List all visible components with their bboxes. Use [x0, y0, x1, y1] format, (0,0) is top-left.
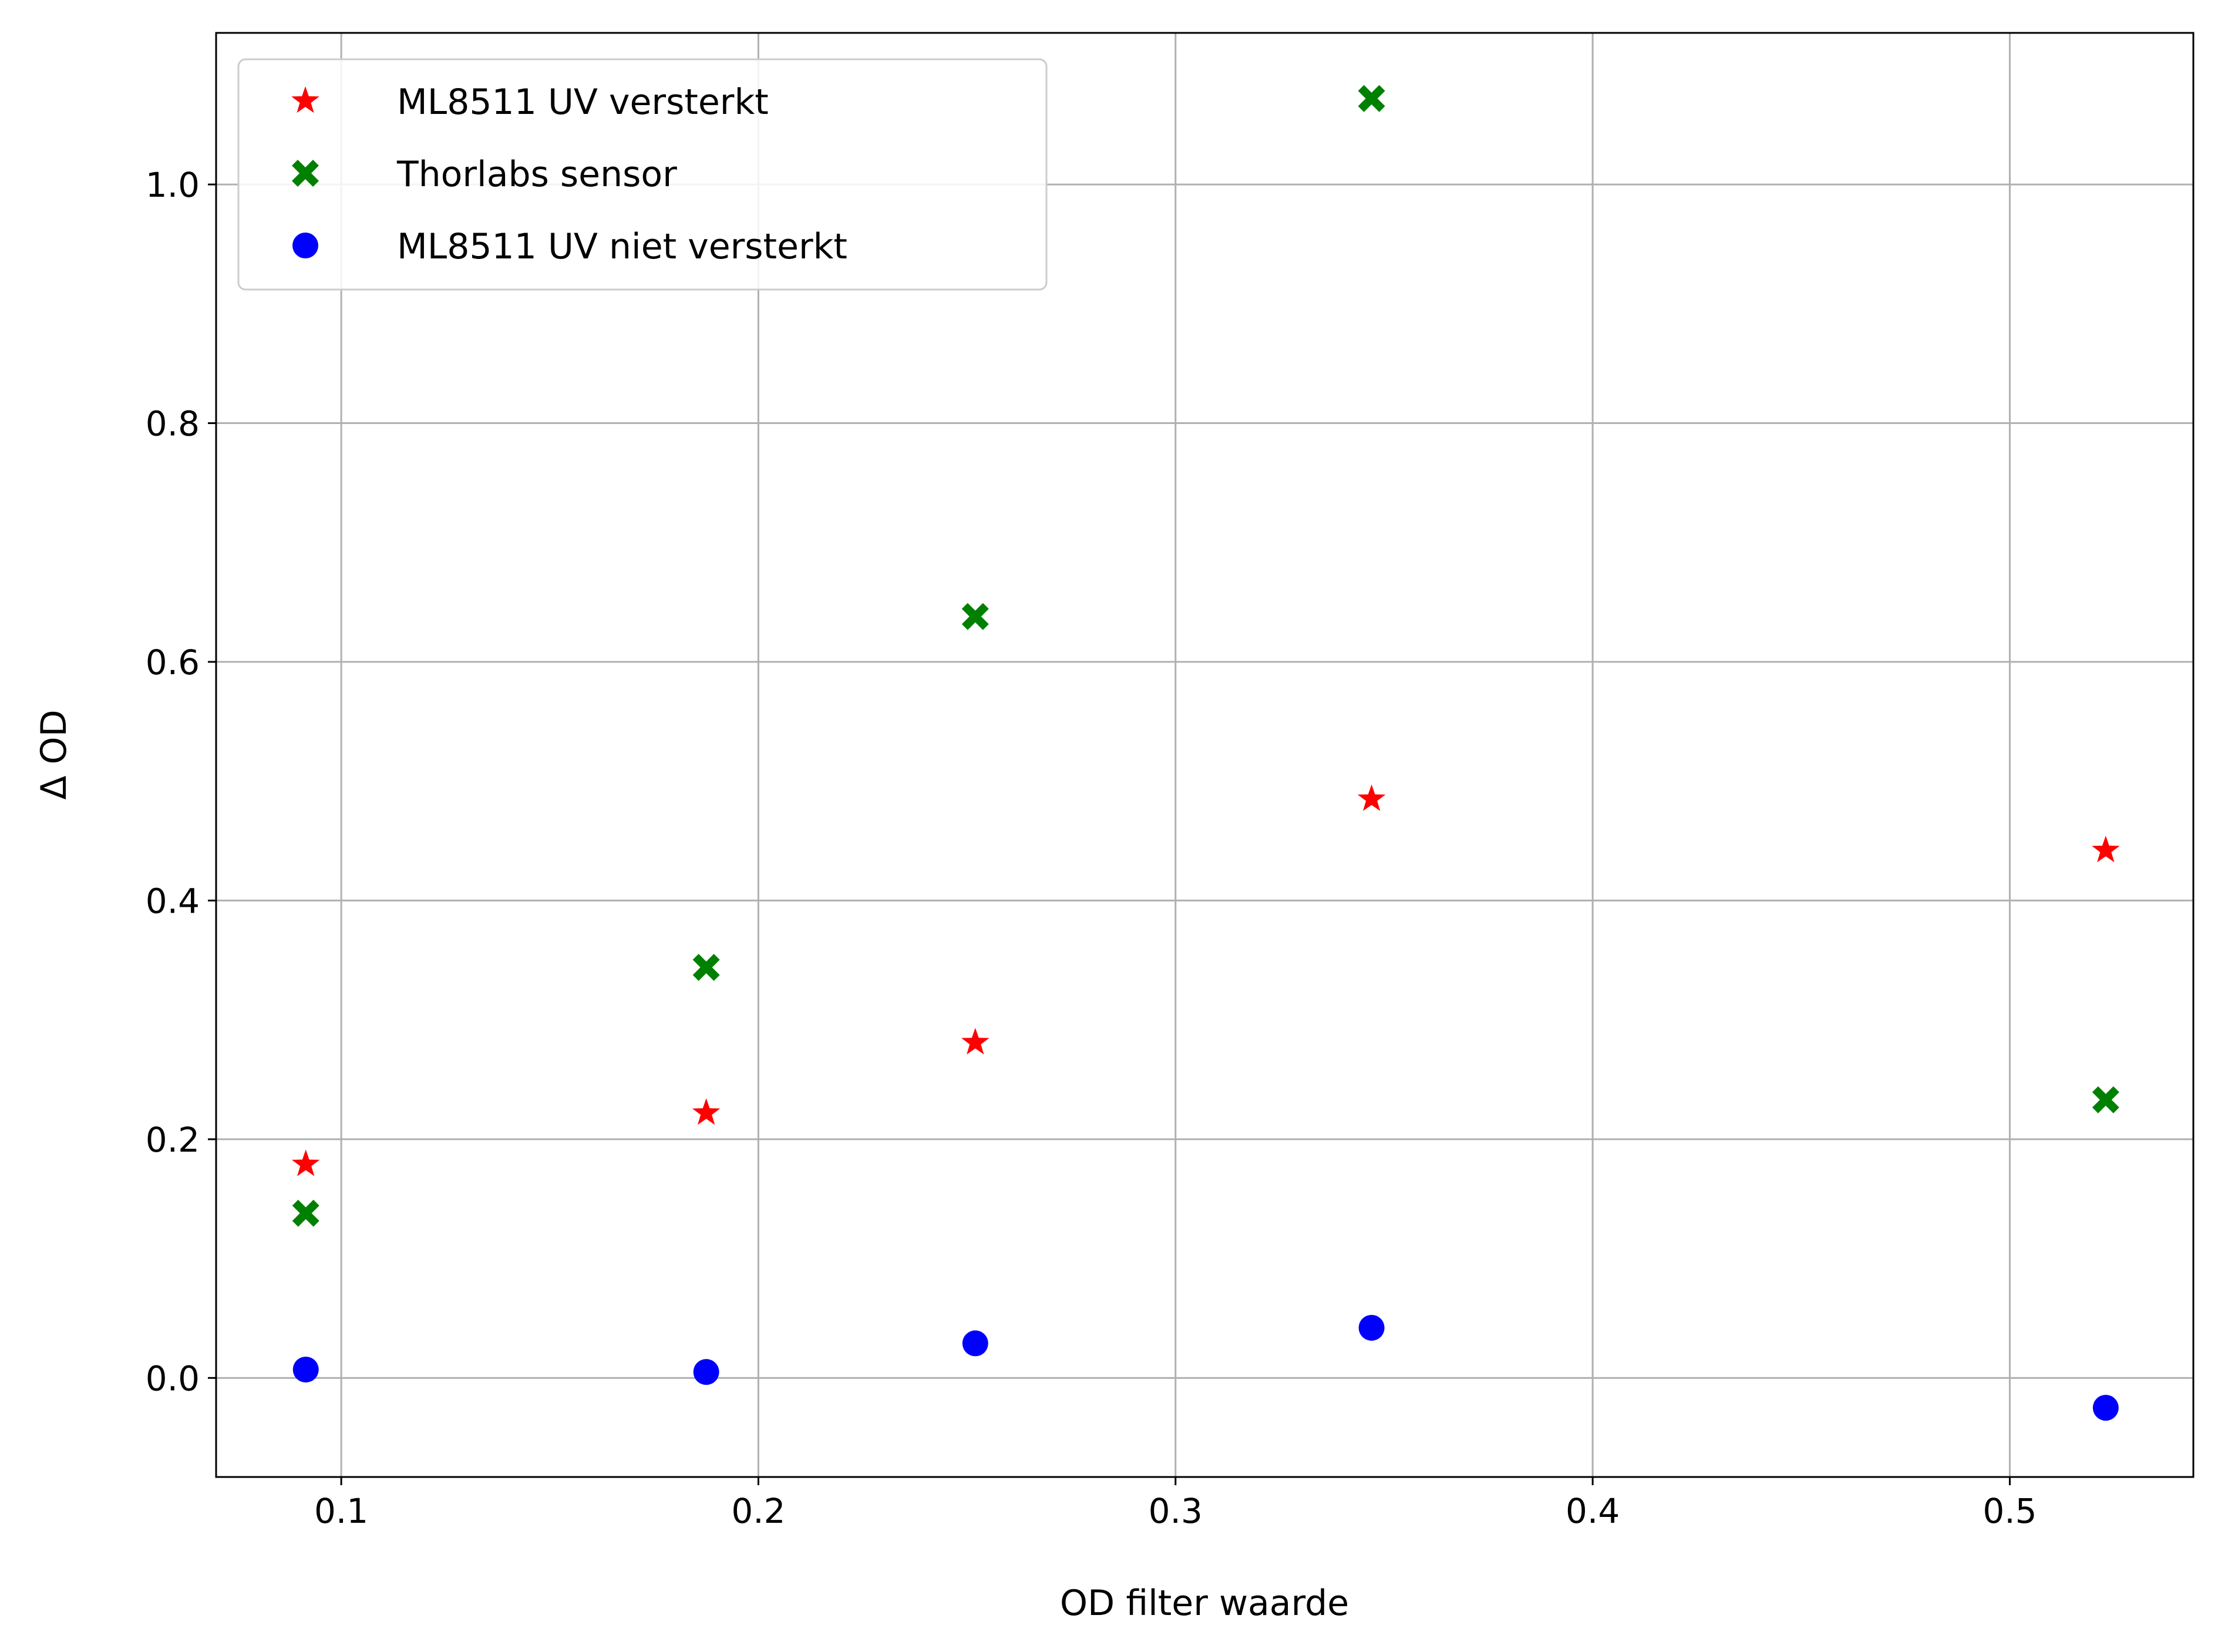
legend-label: ML8511 UV niet versterkt — [397, 226, 847, 267]
legend-marker — [291, 86, 319, 113]
x-tick-label: 0.1 — [314, 1491, 368, 1531]
data-point — [292, 1357, 319, 1383]
x-tick-label: 0.3 — [1149, 1491, 1203, 1531]
data-point — [692, 954, 720, 981]
data-point — [2092, 836, 2120, 863]
data-point — [2092, 1086, 2119, 1113]
y-tick-label: 0.2 — [146, 1120, 200, 1160]
data-point — [962, 1330, 988, 1357]
plot-frame — [215, 32, 2195, 1478]
data-point — [692, 1098, 721, 1125]
y-tick-label: 0.6 — [146, 642, 200, 682]
x-axis-label: OD filter waarde — [1060, 1583, 1349, 1624]
x-tick-label: 0.4 — [1566, 1491, 1620, 1531]
grid-lines — [216, 33, 2193, 1477]
data-point — [1357, 784, 1386, 811]
x-tick-label: 0.5 — [1983, 1491, 2037, 1531]
data-point — [291, 1149, 320, 1176]
y-tick-label: 1.0 — [146, 165, 200, 205]
legend: ML8511 UV versterkt Thorlabs sensor ML8511… — [237, 58, 1048, 291]
data-points — [291, 85, 2120, 1421]
data-point — [2092, 1395, 2119, 1421]
data-point — [961, 603, 989, 630]
data-point — [961, 1028, 989, 1055]
legend-marker — [292, 160, 319, 187]
y-tick-label: 0.8 — [146, 404, 200, 444]
y-axis-label: Δ OD — [33, 709, 75, 800]
data-point — [1358, 85, 1385, 112]
axis-ticks: 0.1 0.2 0.3 0.4 0.5 0.0 0.2 0.4 0.6 0.8 1.0 — [146, 165, 2037, 1531]
data-point — [292, 1199, 319, 1227]
legend-frame — [237, 58, 1048, 291]
legend-marker — [292, 233, 318, 258]
data-point — [1358, 1314, 1385, 1341]
legend-label: Thorlabs sensor — [396, 154, 677, 195]
data-point — [693, 1359, 719, 1385]
legend-label: ML8511 UV versterkt — [397, 82, 769, 123]
y-tick-label: 0.4 — [146, 881, 200, 921]
y-tick-label: 0.0 — [146, 1358, 200, 1398]
x-tick-label: 0.2 — [731, 1491, 785, 1531]
